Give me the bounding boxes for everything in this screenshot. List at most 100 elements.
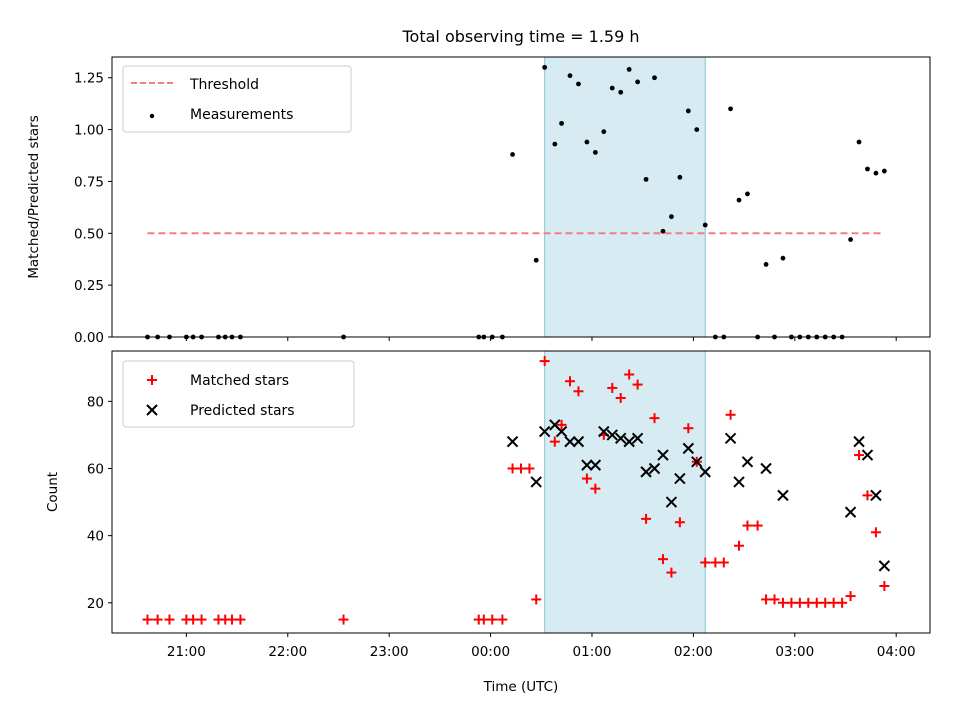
predicted-star-point (572, 435, 585, 448)
measurement-point (669, 214, 674, 220)
predicted-star-point-b (581, 459, 593, 471)
top-y-tick-label: 1.25 (74, 71, 104, 87)
bottom-y-axis-label: Count (45, 472, 61, 512)
measurement-point (542, 64, 548, 70)
matched-star-point (734, 540, 745, 551)
predicted-star-point (640, 466, 652, 478)
x-tick-label: 00:00 (471, 644, 510, 660)
measurement-point (694, 127, 700, 132)
measurement-point (576, 81, 581, 87)
predicted-star-point-b (878, 560, 891, 572)
predicted-star-point-b (589, 459, 602, 471)
top-observing-interval-shade (544, 56, 706, 338)
predicted-star-point-b (733, 476, 745, 488)
predicted-star-point (657, 449, 669, 461)
measurement-point (745, 191, 750, 197)
matched-star-point (786, 597, 797, 608)
predicted-star-point (870, 489, 882, 502)
bottom-y-tick-label: 60 (87, 462, 104, 478)
predicted-star-point (861, 449, 874, 461)
measurement-point (652, 75, 657, 81)
chart-title: Total observing time = 1.59 h (401, 27, 639, 46)
top-axes-frame (111, 56, 931, 338)
measurement-point (533, 257, 539, 263)
predicted-star-point-b (682, 442, 695, 455)
predicted-star-point-b (506, 435, 519, 448)
predicted-star-point (530, 476, 542, 488)
measurement-point (643, 176, 649, 182)
matched-star-point (152, 614, 163, 625)
measurement-point (728, 106, 733, 112)
predicted-star-point-b (555, 425, 568, 438)
matched-star-point (539, 356, 550, 367)
predicted-star-point-b (606, 429, 618, 441)
predicted-star-point (598, 425, 610, 438)
predicted-star-point (760, 462, 772, 475)
predicted-star-point-b (691, 456, 703, 468)
predicted-star-point (648, 462, 661, 475)
predicted-star-point (724, 432, 737, 444)
matched-star-point (657, 554, 668, 565)
bottom-y-tick-label: 20 (87, 596, 104, 612)
top-y-tick-label: 0.25 (74, 278, 104, 294)
x-tick-label: 01:00 (573, 644, 612, 660)
predicted-star-point (682, 442, 695, 455)
legend-predicted-mark-b (146, 404, 158, 416)
matched-star-point (235, 614, 246, 625)
matched-star-point (632, 379, 643, 390)
matched-star-point (870, 527, 881, 538)
predicted-star-point (777, 489, 789, 502)
top-legend-box (122, 65, 352, 133)
matched-star-point (879, 581, 890, 591)
predicted-star-point-b (665, 496, 678, 508)
predicted-star-point-b (760, 462, 772, 475)
predicted-star-point-b (853, 435, 865, 448)
matched-star-point (649, 413, 660, 424)
measurement-point (567, 73, 573, 79)
measurement-point (865, 166, 870, 172)
x-tick-label: 23:00 (370, 644, 409, 660)
predicted-star-point (581, 459, 593, 471)
measurement-point (780, 255, 786, 261)
measurement-point (736, 197, 742, 203)
matched-star-point (164, 614, 175, 625)
predicted-star-point-b (564, 435, 576, 448)
matched-star-point (549, 436, 560, 447)
matched-star-point (854, 450, 865, 461)
measurement-point (881, 168, 887, 174)
matched-star-point (828, 597, 839, 608)
measurement-point (618, 89, 624, 95)
x-tick-label: 21:00 (167, 644, 206, 660)
matched-star-point (524, 463, 535, 474)
matched-star-point (615, 393, 626, 403)
predicted-star-point (506, 435, 519, 448)
matched-star-point (742, 520, 753, 531)
matched-star-point (666, 567, 677, 578)
measurement-point (677, 174, 683, 180)
matched-star-point (725, 409, 736, 420)
measurement-point (584, 139, 590, 145)
top-legend: Threshold Measurements (122, 65, 352, 133)
legend-predicted-mark (146, 404, 158, 416)
predicted-star-point-b (549, 419, 561, 431)
legend-measurements-label: Measurements (190, 107, 293, 123)
predicted-star-point (699, 466, 711, 478)
matched-star-point (794, 597, 805, 608)
measurement-point (856, 139, 862, 145)
legend-predicted-label: Predicted stars (190, 403, 295, 419)
top-y-axis-label: Matched/Predicted stars (26, 115, 42, 278)
top-panel: 0.00 0.25 0.50 0.75 1.00 1.25 Total observing… (26, 27, 931, 346)
matched-star-point (478, 614, 489, 625)
predicted-star-point (665, 496, 678, 508)
matched-star-point (516, 463, 526, 474)
matched-star-point (607, 382, 618, 393)
legend-matched-swatch (147, 375, 157, 385)
predicted-star-point-b (572, 435, 585, 448)
predicted-star-point-b (615, 432, 627, 444)
predicted-star-point (615, 432, 627, 444)
matched-star-point (142, 614, 153, 625)
matched-star-point (845, 591, 856, 602)
predicted-star-point-b (777, 489, 789, 502)
bottom-y-tick-label: 80 (87, 394, 104, 410)
matched-star-point (338, 614, 349, 625)
